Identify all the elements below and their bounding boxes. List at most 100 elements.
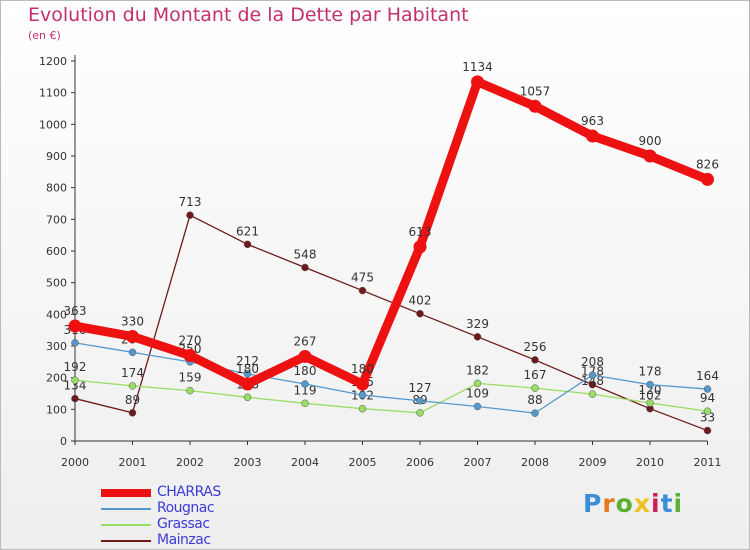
y-tick-label: 600 xyxy=(46,245,67,258)
series-line-mainzac xyxy=(74,214,709,432)
data-label-mainzac: 102 xyxy=(639,389,662,403)
x-tick-label: 2004 xyxy=(291,456,319,469)
series-rougnac: 31028025021218014512710988208178164 xyxy=(64,323,719,417)
y-tick-label: 300 xyxy=(46,340,67,353)
series-line-grassac xyxy=(74,379,709,414)
x-tick-label: 2009 xyxy=(579,456,607,469)
data-label-charras: 826 xyxy=(696,157,719,171)
logo-letter: P xyxy=(583,489,603,518)
data-point-mainzac xyxy=(243,240,252,249)
data-point-charras xyxy=(528,99,542,113)
data-label-grassac: 167 xyxy=(524,368,547,382)
logo-letter: i xyxy=(673,489,684,518)
series-line-charras xyxy=(70,77,712,389)
data-label-rougnac: 178 xyxy=(639,365,662,379)
legend-label-charras: CHARRAS xyxy=(157,484,221,500)
data-label-rougnac: 180 xyxy=(294,364,317,378)
data-label-grassac: 159 xyxy=(179,371,202,385)
y-tick-label: 900 xyxy=(46,150,67,163)
data-point-charras xyxy=(413,240,427,254)
data-point-rougnac xyxy=(703,385,712,393)
data-label-rougnac: 88 xyxy=(527,393,542,407)
data-point-rougnac xyxy=(531,409,539,417)
data-point-mainzac xyxy=(301,263,309,272)
y-tick-label: 1200 xyxy=(39,55,67,68)
chart-subtitle: (en €) xyxy=(28,29,61,42)
data-label-charras: 900 xyxy=(639,134,662,148)
x-tick-label: 2006 xyxy=(406,456,434,469)
data-label-charras: 180 xyxy=(351,362,374,376)
series-mainzac: 134 89 713 621 548 475 402 329 256 178 102 33 xyxy=(64,195,715,435)
data-point-grassac xyxy=(646,399,654,407)
data-label-grassac: 174 xyxy=(121,366,144,380)
data-point-mainzac xyxy=(71,394,79,403)
x-tick-label: 2000 xyxy=(61,456,89,469)
data-point-rougnac xyxy=(358,391,367,399)
data-label-charras: 963 xyxy=(581,114,604,128)
x-tick-label: 2003 xyxy=(234,456,262,469)
data-point-mainzac xyxy=(186,211,194,219)
logo-letter: r xyxy=(602,489,616,518)
data-point-grassac xyxy=(416,409,424,417)
data-label-grassac: 94 xyxy=(700,391,715,405)
data-point-grassac xyxy=(703,407,712,415)
data-point-grassac xyxy=(358,404,367,413)
data-point-charras xyxy=(643,149,657,163)
legend-label-rougnac: Rougnac xyxy=(157,500,215,516)
data-label-charras: 270 xyxy=(179,334,202,348)
data-label-rougnac: 127 xyxy=(409,381,432,395)
x-tick-label: 2001 xyxy=(119,456,147,469)
data-label-mainzac: 475 xyxy=(351,271,374,285)
y-tick-label: 500 xyxy=(46,277,67,290)
data-point-grassac xyxy=(243,393,252,402)
data-point-grassac xyxy=(531,384,539,392)
data-label-mainzac: 329 xyxy=(466,317,489,331)
data-point-grassac xyxy=(186,386,194,395)
data-point-charras xyxy=(241,377,254,391)
data-point-mainzac xyxy=(473,333,482,341)
data-point-mainzac xyxy=(416,309,424,318)
data-point-grassac xyxy=(71,376,79,384)
data-label-grassac: 148 xyxy=(581,374,604,388)
data-label-mainzac: 89 xyxy=(125,393,140,407)
chart-title: Evolution du Montant de la Dette par Hab… xyxy=(28,4,469,26)
y-tick-label: 1000 xyxy=(39,118,67,131)
y-tick-label: 0 xyxy=(60,435,67,448)
data-point-charras xyxy=(356,377,369,391)
data-point-charras xyxy=(126,330,139,343)
data-point-rougnac xyxy=(646,380,654,389)
data-label-mainzac: 621 xyxy=(236,224,259,238)
data-point-charras xyxy=(183,349,197,362)
data-label-rougnac: 212 xyxy=(236,354,259,368)
data-point-grassac xyxy=(588,390,597,398)
data-point-mainzac xyxy=(703,426,712,435)
data-point-charras xyxy=(471,75,484,89)
data-point-rougnac xyxy=(588,371,597,379)
x-tick-label: 2010 xyxy=(636,456,664,469)
data-point-charras xyxy=(701,172,714,186)
y-tick-label: 100 xyxy=(46,403,67,416)
data-label-mainzac: 402 xyxy=(409,294,432,308)
series-line-rougnac xyxy=(74,342,709,414)
data-label-mainzac: 548 xyxy=(294,247,317,261)
x-tick-label: 2007 xyxy=(464,456,492,469)
data-point-mainzac xyxy=(128,409,137,417)
data-point-rougnac xyxy=(416,397,424,405)
legend-swatch-mainzac xyxy=(101,540,151,542)
data-label-grassac: 182 xyxy=(466,363,489,377)
data-label-mainzac: 256 xyxy=(524,340,547,354)
legend-label-grassac: Grassac xyxy=(157,516,210,532)
logo-letter: x xyxy=(633,489,651,518)
data-point-charras xyxy=(298,349,312,363)
data-label-charras: 613 xyxy=(409,225,432,239)
proxiti-logo: Proxiti xyxy=(583,489,683,518)
x-tick-label: 2008 xyxy=(521,456,549,469)
data-label-mainzac: 134 xyxy=(64,379,87,393)
data-point-mainzac xyxy=(588,380,597,389)
logo-letter: i xyxy=(651,489,661,518)
data-label-charras: 330 xyxy=(121,315,144,329)
y-tick-label: 800 xyxy=(46,182,67,195)
data-label-charras: 267 xyxy=(294,334,317,348)
